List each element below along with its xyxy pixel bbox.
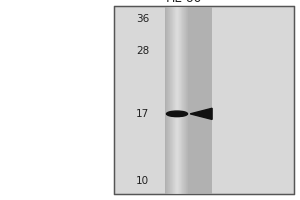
Polygon shape [190,108,212,119]
Text: HL-60: HL-60 [166,0,202,5]
Text: 36: 36 [136,14,149,24]
Text: 17: 17 [136,109,149,119]
Bar [114,6,294,194]
Text: 10: 10 [136,176,149,186]
Text: 28: 28 [136,46,149,56]
Ellipse shape [167,111,188,117]
